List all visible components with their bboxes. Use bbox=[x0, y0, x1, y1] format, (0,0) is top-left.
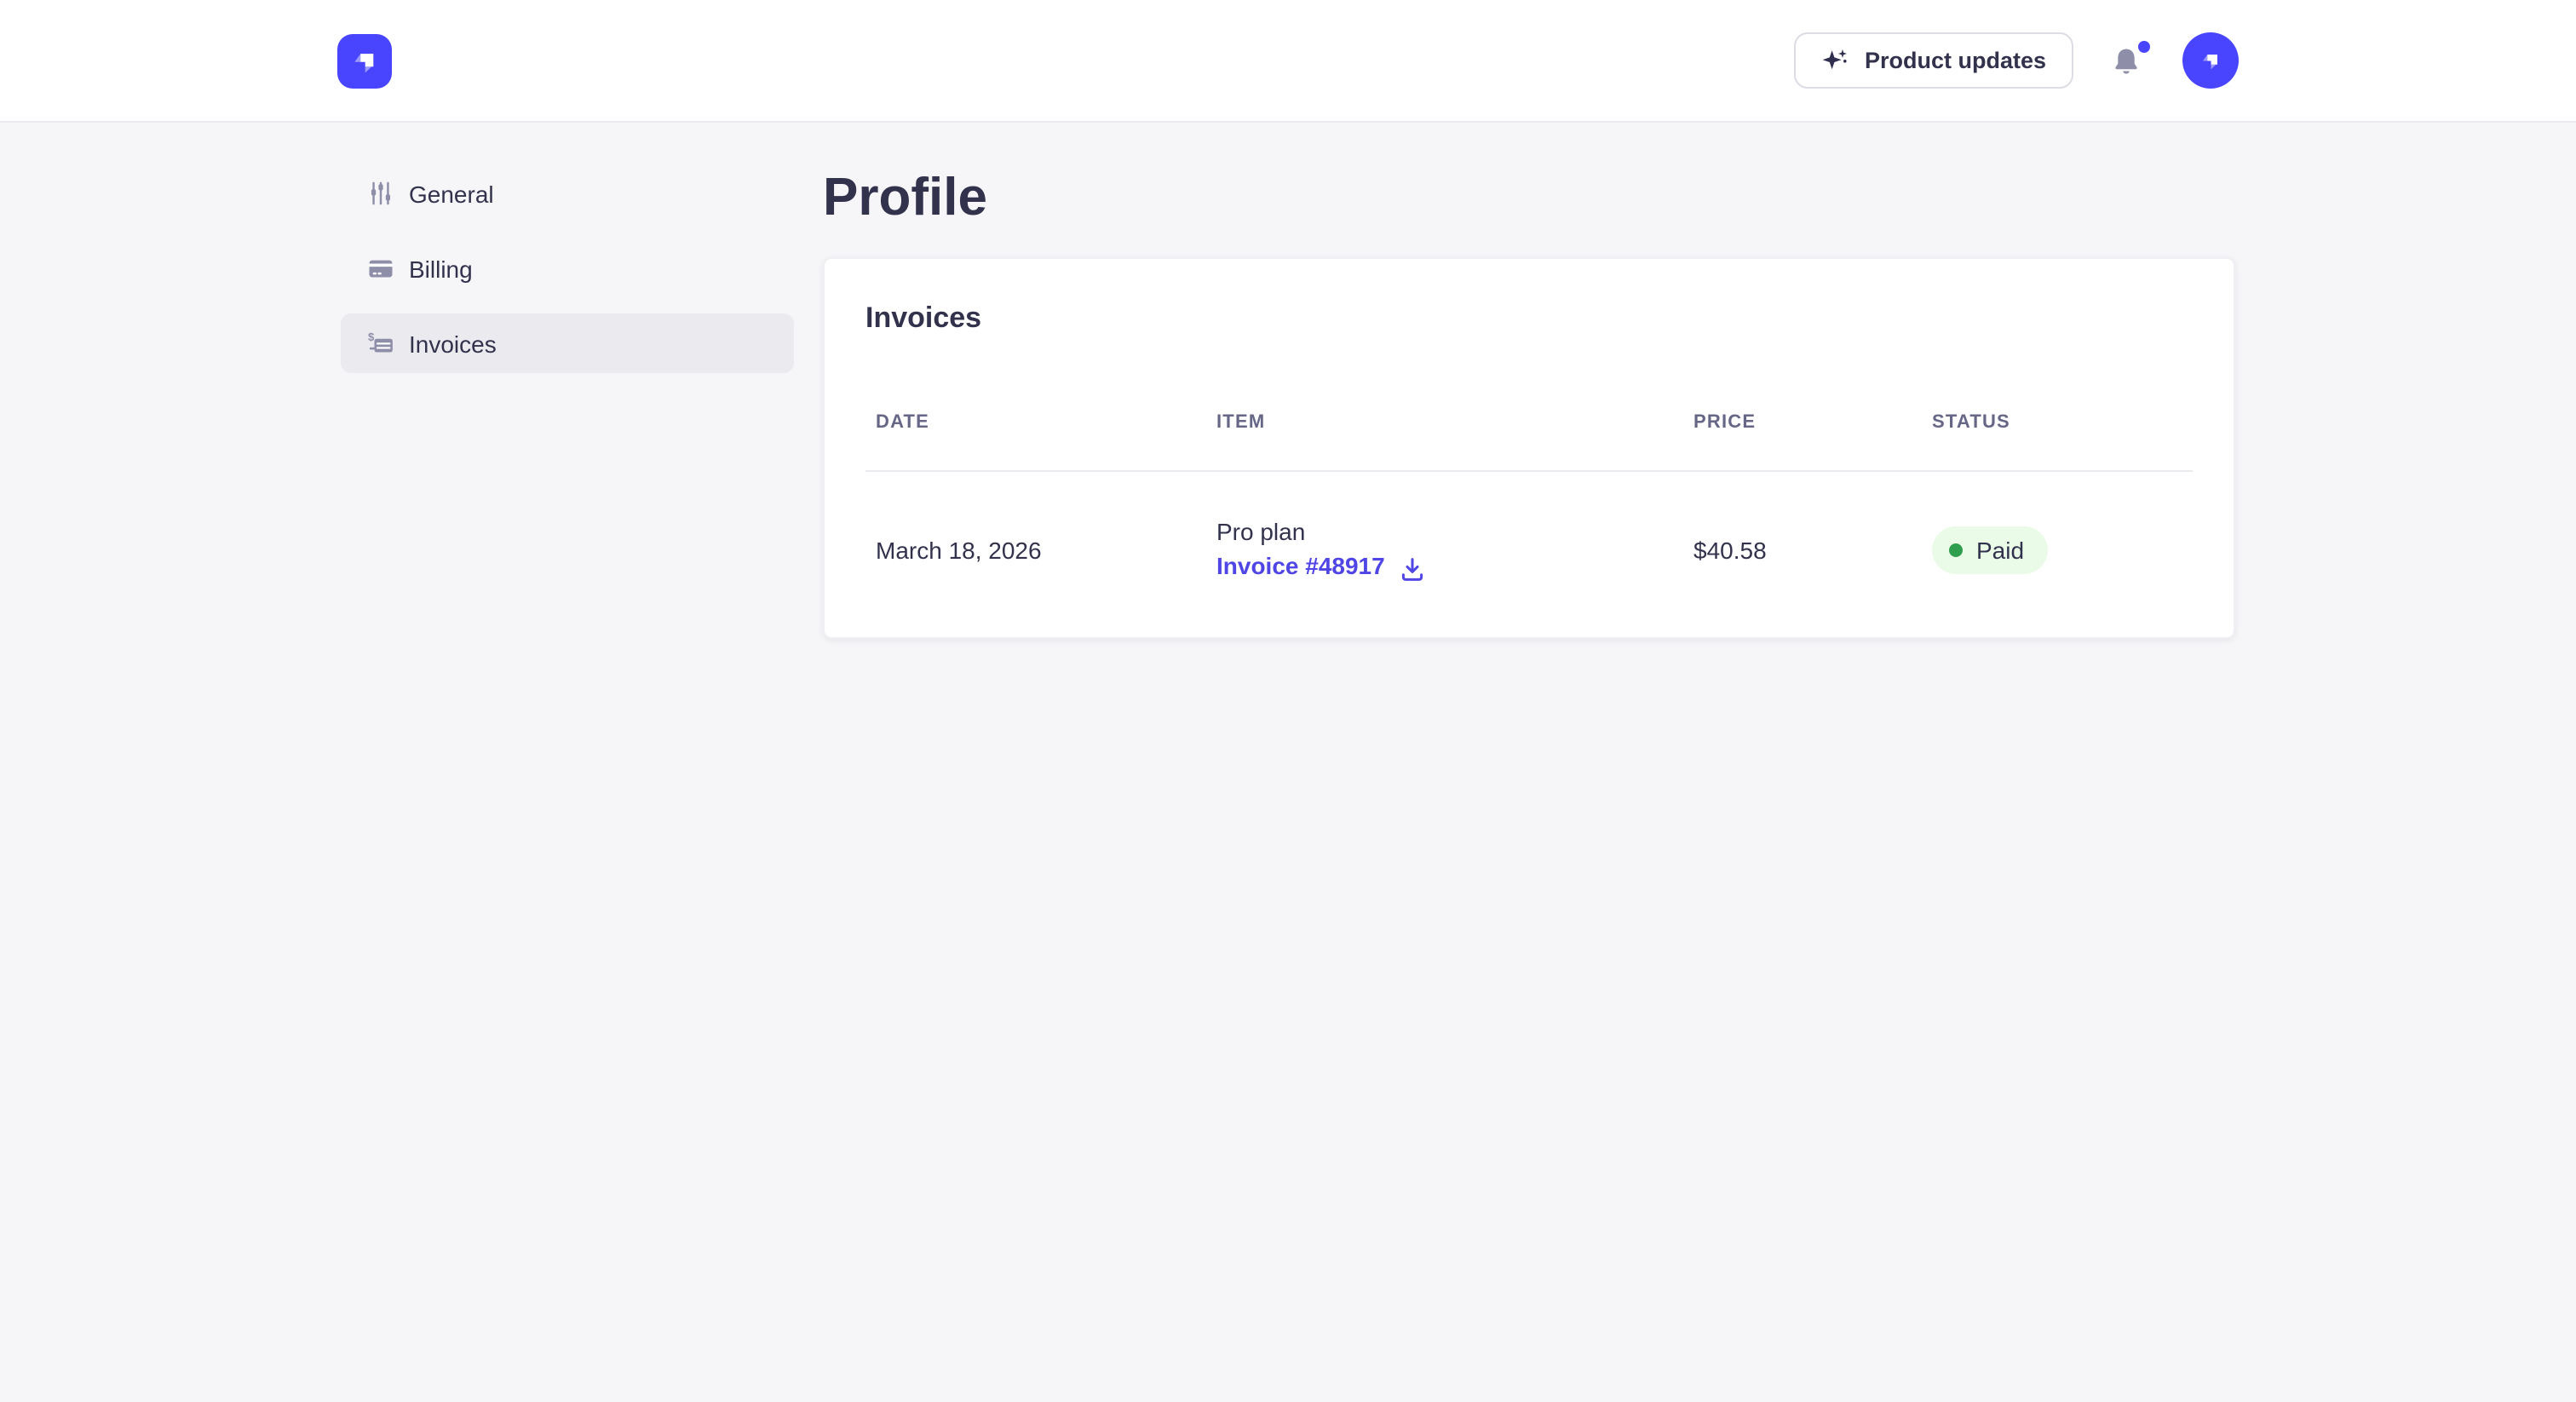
column-header-status: STATUS bbox=[1932, 412, 2010, 433]
strapi-logo-icon bbox=[346, 42, 383, 79]
product-updates-button[interactable]: Product updates bbox=[1794, 32, 2073, 89]
settings-sidebar: General Billing $ bbox=[341, 164, 794, 639]
table-header-row: DATE ITEM PRICE STATUS bbox=[865, 337, 2193, 471]
header-actions: Product updates bbox=[1794, 32, 2239, 89]
avatar-logo-icon bbox=[2196, 46, 2225, 75]
status-label: Paid bbox=[1976, 536, 2025, 563]
sidebar-item-general[interactable]: General bbox=[341, 164, 794, 223]
card-title: Invoices bbox=[865, 302, 982, 334]
invoices-card: Invoices DATE ITEM PRICE STATUS bbox=[823, 257, 2235, 639]
column-header-date: DATE bbox=[876, 412, 930, 433]
invoice-status-cell: Paid bbox=[1922, 471, 2193, 603]
invoice-icon: $ bbox=[368, 330, 394, 356]
invoice-link-label: Invoice #48917 bbox=[1216, 552, 1385, 579]
unread-notification-dot bbox=[2138, 40, 2150, 52]
invoice-date: March 18, 2026 bbox=[876, 536, 1042, 563]
bell-icon bbox=[2111, 45, 2142, 76]
invoices-table: DATE ITEM PRICE STATUS March 18, 2026 Pr… bbox=[865, 337, 2193, 603]
sparkles-icon bbox=[1822, 47, 1849, 74]
sidebar-item-billing[interactable]: Billing bbox=[341, 238, 794, 298]
page-title: Profile bbox=[823, 167, 987, 227]
svg-text:$: $ bbox=[368, 330, 375, 343]
download-icon[interactable] bbox=[1400, 556, 1424, 580]
table-row: March 18, 2026 Pro plan Invoice #48917 bbox=[865, 471, 2193, 603]
sidebar-item-label: Invoices bbox=[409, 330, 497, 357]
invoice-item-name: Pro plan bbox=[1216, 518, 1306, 545]
content-container: General Billing $ bbox=[341, 123, 2235, 639]
status-badge: Paid bbox=[1932, 526, 2049, 573]
sliders-icon bbox=[368, 181, 394, 206]
user-avatar[interactable] bbox=[2182, 32, 2239, 89]
product-updates-label: Product updates bbox=[1864, 48, 2046, 73]
main-content: Profile Invoices DATE ITEM PRICE STATUS bbox=[823, 164, 2235, 639]
invoice-item-cell: Pro plan Invoice #48917 bbox=[1206, 471, 1683, 603]
status-dot-icon bbox=[1949, 543, 1963, 556]
sidebar-item-invoices[interactable]: $ Invoices bbox=[341, 313, 794, 373]
sidebar-item-label: Billing bbox=[409, 255, 473, 282]
column-header-price: PRICE bbox=[1693, 412, 1757, 433]
notifications-button[interactable] bbox=[2111, 40, 2150, 76]
sidebar-item-label: General bbox=[409, 180, 494, 207]
invoice-download-link[interactable]: Invoice #48917 bbox=[1216, 549, 1424, 584]
app-logo[interactable] bbox=[337, 33, 392, 88]
column-header-item: ITEM bbox=[1216, 412, 1266, 433]
invoice-price: $40.58 bbox=[1693, 536, 1767, 563]
top-header-bar: Product updates bbox=[0, 0, 2576, 123]
credit-card-icon bbox=[368, 256, 394, 281]
